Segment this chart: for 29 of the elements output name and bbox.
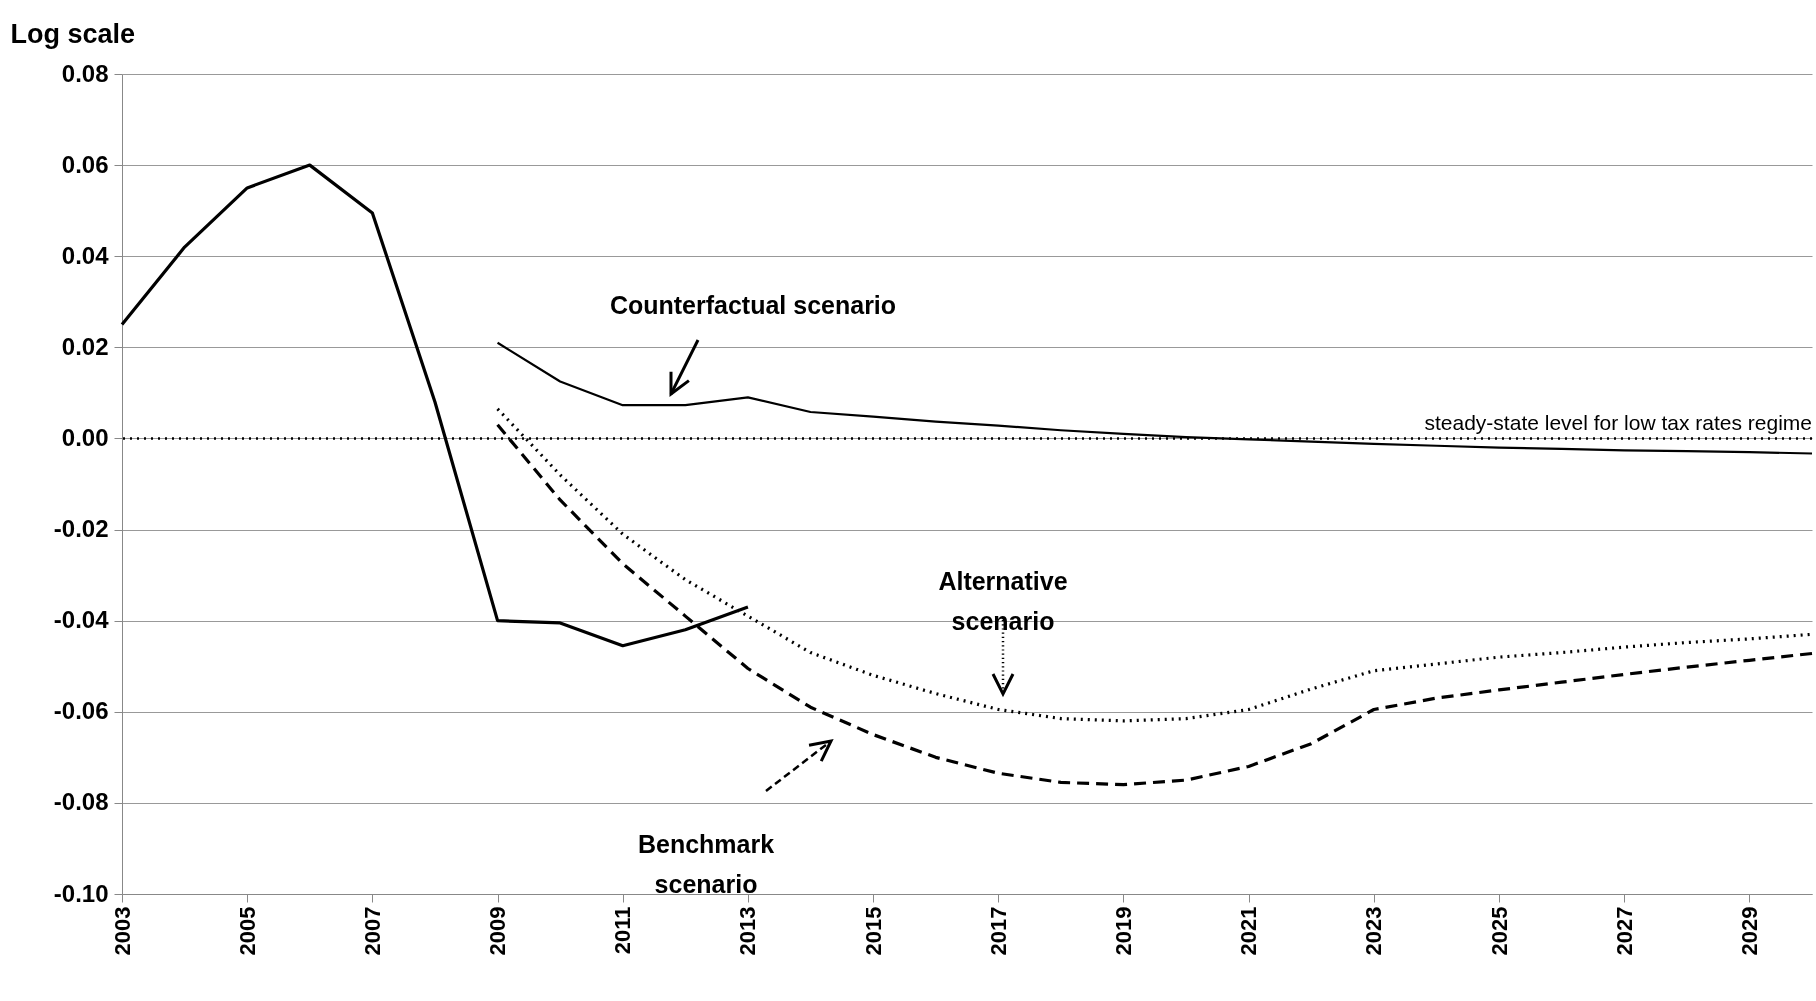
- x-tick-label: 2009: [485, 906, 511, 956]
- y-tick-label: -0.10: [53, 879, 109, 907]
- x-tick-label: 2007: [359, 906, 385, 956]
- y-tick-label: -0.06: [53, 697, 109, 725]
- y-tick-label: -0.04: [53, 606, 110, 634]
- x-tick-label: 2019: [1110, 906, 1136, 956]
- y-tick-label: 0.02: [61, 332, 109, 360]
- annotation: Benchmark scenario: [637, 830, 775, 898]
- x-tick-label: 2003: [109, 906, 135, 956]
- y-axis-title: Log scale: [10, 18, 136, 49]
- x-tick-label: 2015: [860, 906, 886, 956]
- x-tick-label: 2027: [1611, 906, 1637, 956]
- x-tick-label: 2021: [1236, 906, 1262, 956]
- x-tick-label: 2025: [1486, 906, 1512, 956]
- y-tick-label: -0.02: [53, 515, 109, 543]
- annotation: Counterfactual scenario: [609, 291, 897, 319]
- y-tick-label: 0.08: [61, 59, 109, 87]
- x-tick-label: 2011: [610, 906, 636, 955]
- annotation: Alternative scenario: [938, 567, 1068, 635]
- y-tick-label: -0.08: [53, 788, 109, 816]
- x-tick-label: 2005: [234, 906, 260, 956]
- ref-line-label: steady-state level for low tax rates regime: [1424, 411, 1812, 435]
- y-tick-label: 0.06: [61, 150, 109, 178]
- y-tick-label: 0.00: [61, 423, 109, 451]
- x-tick-label: 2017: [985, 906, 1011, 956]
- x-tick-label: 2029: [1736, 906, 1762, 956]
- x-tick-label: 2013: [735, 906, 761, 956]
- y-tick-label: 0.04: [61, 241, 110, 269]
- x-tick-label: 2023: [1361, 906, 1387, 956]
